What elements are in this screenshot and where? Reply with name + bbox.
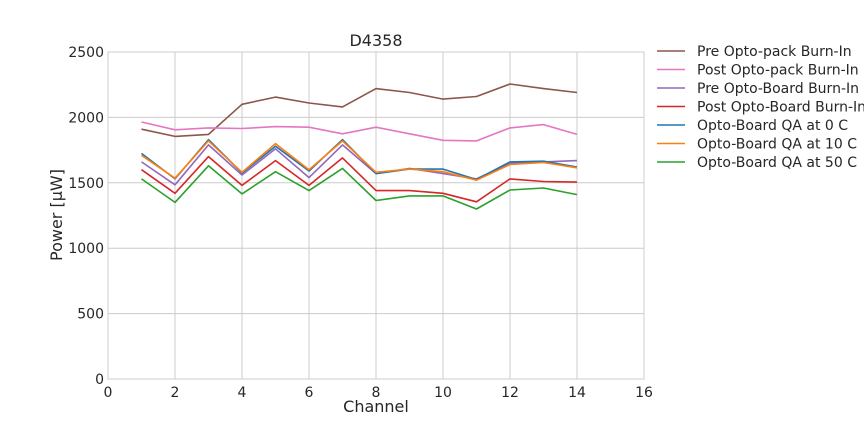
series-line (141, 165, 578, 210)
x-tick-label: 0 (104, 385, 113, 401)
x-tick-label: 8 (372, 385, 381, 401)
legend-label: Pre Opto-Board Burn-In (697, 81, 859, 97)
legend-label: Opto-Board QA at 0 C (697, 118, 848, 134)
legend-label: Post Opto-Board Burn-In (697, 100, 864, 116)
x-axis-label: Channel (343, 397, 409, 416)
series-line (141, 121, 578, 142)
series-line (141, 83, 578, 138)
y-tick-label: 2000 (68, 110, 104, 126)
x-tick-label: 14 (568, 385, 586, 401)
y-tick-label: 0 (95, 372, 104, 388)
x-tick-label: 10 (434, 385, 452, 401)
legend-label: Opto-Board QA at 10 C (697, 137, 857, 153)
y-tick-label: 1500 (68, 176, 104, 192)
legend-label: Opto-Board QA at 50 C (697, 155, 857, 171)
legend-label: Pre Opto-pack Burn-In (697, 44, 852, 60)
y-tick-label: 1000 (68, 241, 104, 257)
x-tick-label: 4 (238, 385, 247, 401)
grid-lines (108, 52, 644, 379)
series-lines (141, 83, 578, 210)
legend: Pre Opto-pack Burn-In Post Opto-pack Burn… (657, 44, 864, 171)
x-tick-label: 2 (171, 385, 180, 401)
y-axis-ticks: 0 500 1000 1500 2000 2500 (68, 45, 104, 388)
y-tick-label: 2500 (68, 45, 104, 61)
series-line (141, 140, 578, 181)
x-tick-label: 12 (501, 385, 519, 401)
legend-label: Post Opto-pack Burn-In (697, 63, 859, 79)
x-tick-label: 16 (635, 385, 653, 401)
series-line (141, 155, 578, 203)
chart-title: D4358 (349, 31, 402, 50)
x-axis-ticks: 0 2 4 6 8 10 12 14 16 (104, 385, 653, 401)
x-tick-label: 6 (305, 385, 314, 401)
y-axis-label: Power [μW] (47, 169, 66, 261)
series-line (141, 144, 578, 186)
y-tick-label: 500 (77, 307, 104, 323)
